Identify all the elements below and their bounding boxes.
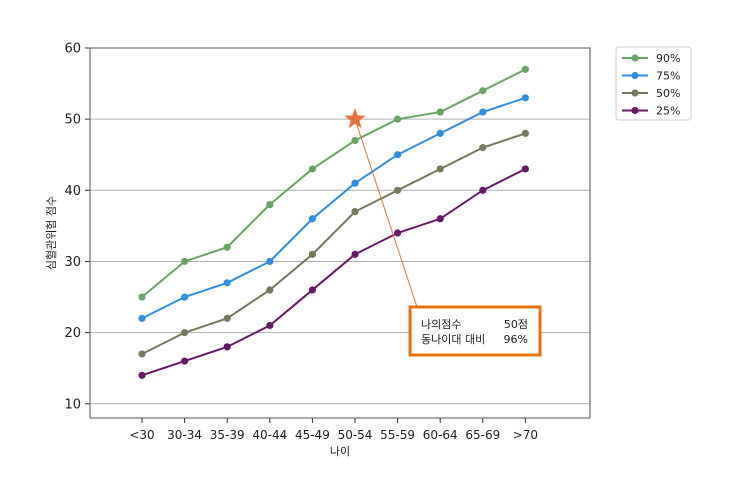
data-point <box>181 329 189 337</box>
data-point <box>181 357 189 365</box>
marker-pointer <box>344 108 419 311</box>
plot-background <box>90 48 590 418</box>
data-point <box>436 129 444 137</box>
series-line <box>141 68 526 298</box>
legend-label: 75% <box>656 70 680 83</box>
annotation-label-compare: 동나이대 대비 <box>421 333 485 346</box>
data-point <box>479 144 487 152</box>
x-tick-label: 30-34 <box>167 428 202 442</box>
x-tick-label: 50-54 <box>338 428 373 442</box>
data-point <box>394 151 402 159</box>
data-point <box>521 129 530 137</box>
x-tick-label: 65-69 <box>465 428 500 442</box>
data-point <box>138 293 146 301</box>
legend: 90% 75% 50% 25% <box>615 46 692 121</box>
series-line <box>141 96 526 320</box>
data-point <box>479 87 487 95</box>
data-point <box>266 257 274 266</box>
series-line <box>141 132 526 355</box>
y-tick-label: 30 <box>64 255 81 270</box>
annotation-box: 나의점수 50점 동나이대 대비 96% <box>408 305 542 357</box>
data-point <box>394 115 402 123</box>
data-point <box>436 108 444 116</box>
data-point <box>308 165 316 173</box>
data-point <box>223 343 231 351</box>
legend-label: 25% <box>656 105 680 118</box>
x-tick-label: 40-44 <box>252 428 287 442</box>
data-point <box>521 165 530 173</box>
legend-label: 50% <box>656 87 680 100</box>
y-axis-label: 심혈관위험 점수 <box>44 196 58 270</box>
data-point <box>181 257 189 266</box>
x-tick-label: >70 <box>513 428 538 442</box>
x-tick-label: 60-64 <box>423 428 458 442</box>
legend-marker <box>631 54 639 62</box>
x-tick-label: 55-59 <box>380 428 415 442</box>
data-point <box>138 350 146 358</box>
y-ticks: 10 20 30 40 50 60 <box>64 42 90 412</box>
data-point <box>436 215 444 223</box>
y-tick-label: 40 <box>64 184 81 199</box>
data-point <box>479 108 487 116</box>
series-lines <box>138 65 530 379</box>
x-tick-label: 35-39 <box>210 428 245 442</box>
annotation-label-score: 나의점수 <box>421 318 461 331</box>
data-point <box>308 250 316 258</box>
data-point <box>394 229 402 237</box>
pointer-line <box>354 118 419 311</box>
legend-label: 90% <box>656 52 680 65</box>
data-point <box>181 293 189 301</box>
data-point <box>436 165 444 173</box>
legend-box <box>615 46 692 121</box>
legend-marker <box>631 71 639 80</box>
data-point <box>351 136 359 145</box>
data-point <box>223 314 231 322</box>
legend-marker <box>631 89 639 97</box>
data-point <box>223 243 231 251</box>
star-marker <box>344 108 366 129</box>
data-point <box>394 186 402 194</box>
data-point <box>351 208 359 216</box>
x-tick-label: 45-49 <box>295 428 330 442</box>
annotation-frame <box>408 305 542 357</box>
y-tick-label: 20 <box>64 326 81 341</box>
data-point <box>521 65 530 73</box>
data-point <box>138 314 146 322</box>
x-axis-label: 나이 <box>330 445 350 458</box>
plot-frame <box>89 47 591 419</box>
legend-marker <box>631 106 639 115</box>
data-point <box>351 179 359 187</box>
data-point <box>308 286 316 294</box>
annotation-value-compare: 96% <box>504 333 528 346</box>
data-point <box>479 186 487 194</box>
data-point <box>223 279 231 287</box>
data-point <box>521 94 530 102</box>
data-point <box>266 286 274 294</box>
x-ticks: <30 30-34 35-39 40-44 45-49 50-54 55-59 60-64 65… <box>129 418 538 442</box>
y-tick-label: 50 <box>64 113 81 128</box>
annotation-value-score: 50점 <box>504 318 528 331</box>
data-point <box>351 250 359 258</box>
series-line <box>141 168 526 377</box>
data-point <box>266 321 274 330</box>
data-point <box>308 215 316 223</box>
data-point <box>266 200 274 209</box>
x-tick-label: <30 <box>129 428 154 442</box>
data-point <box>138 371 146 379</box>
y-tick-label: 10 <box>64 397 81 412</box>
y-tick-label: 60 <box>64 42 81 57</box>
